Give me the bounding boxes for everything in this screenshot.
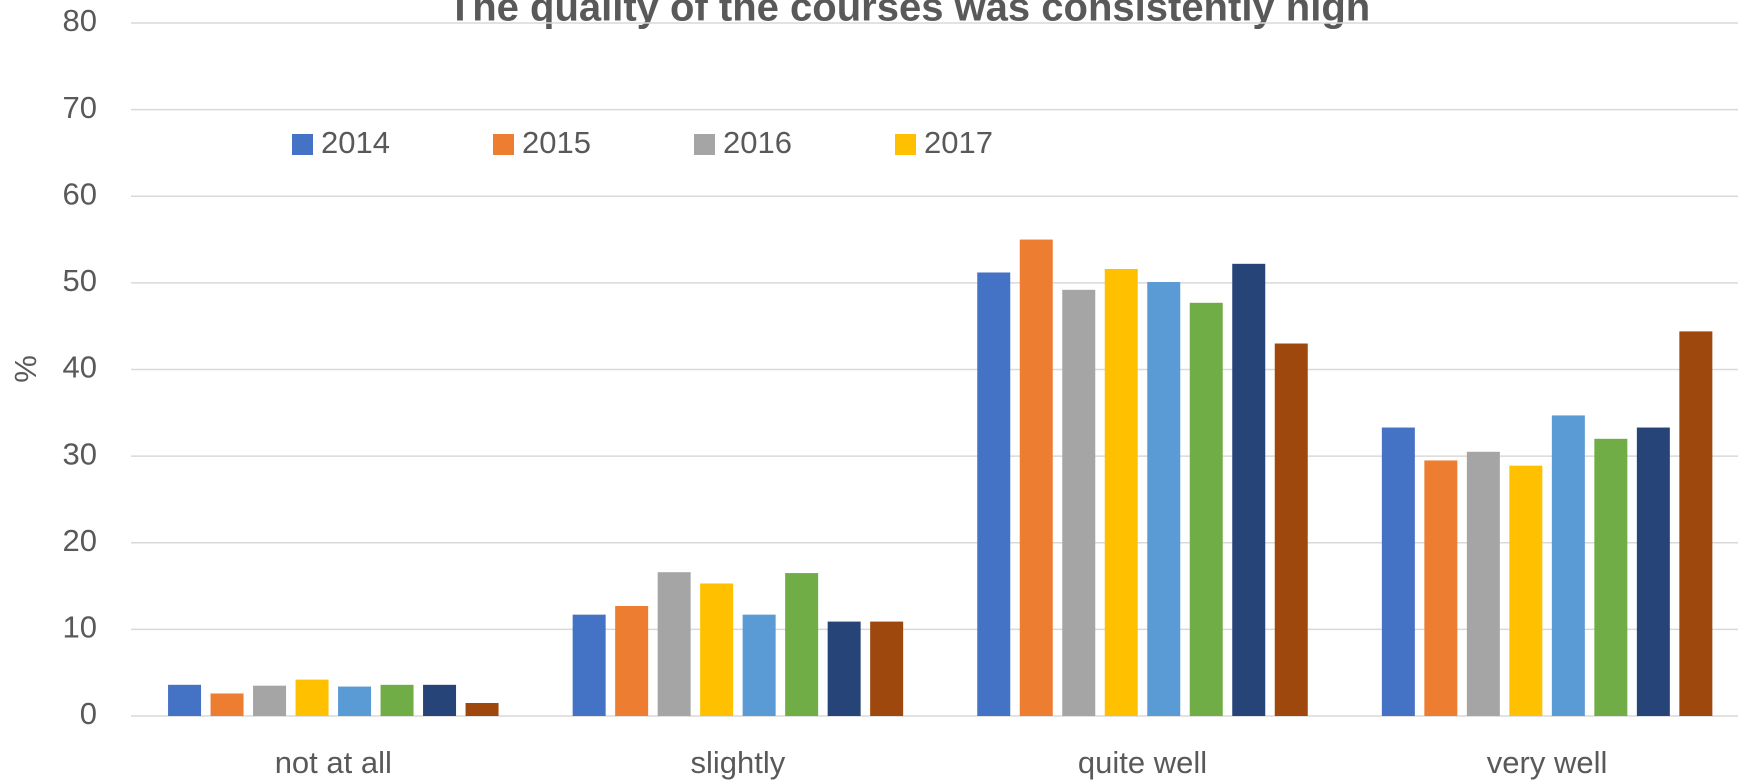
y-tick-label: 80 (63, 3, 97, 38)
y-tick-label: 50 (63, 263, 97, 298)
bar (1466, 451, 1500, 716)
bar (1062, 289, 1096, 716)
legend-swatch (895, 134, 916, 155)
x-tick-label: slightly (691, 745, 786, 780)
bar (700, 583, 734, 716)
bar (827, 621, 861, 716)
bar (615, 605, 649, 716)
bar (1019, 239, 1053, 716)
legend-label: 2014 (321, 125, 390, 160)
bar (253, 685, 287, 716)
x-tick-label: very well (1487, 745, 1608, 780)
y-tick-label: 40 (63, 350, 97, 385)
bar (785, 573, 819, 716)
bar (1189, 302, 1223, 716)
legend-label: 2017 (924, 125, 993, 160)
bar (742, 614, 776, 716)
x-tick-label: quite well (1078, 745, 1207, 780)
bar (1147, 282, 1181, 716)
bar (1679, 331, 1713, 716)
bar (1232, 263, 1266, 716)
bar (870, 621, 904, 716)
bar (1636, 427, 1670, 716)
bar (1594, 438, 1628, 716)
bar (1274, 343, 1308, 716)
bar (465, 703, 499, 716)
bar (1424, 460, 1458, 716)
bar (1509, 465, 1543, 716)
bar (1551, 415, 1585, 716)
bar (657, 572, 691, 716)
bar (295, 679, 329, 716)
legend-label: 2016 (723, 125, 792, 160)
y-tick-label: 70 (63, 90, 97, 125)
legend-label: 2015 (522, 125, 591, 160)
bar (423, 684, 457, 716)
bar (168, 684, 202, 716)
bar (380, 684, 414, 716)
y-tick-label: 0 (80, 696, 97, 731)
bar (572, 614, 606, 716)
bar (210, 693, 244, 716)
chart-title: The quality of the courses was consisten… (448, 0, 1370, 30)
bar (338, 686, 372, 716)
y-axis-label: % (8, 355, 43, 383)
legend-swatch (493, 134, 514, 155)
legend-swatch (292, 134, 313, 155)
legend-swatch (694, 134, 715, 155)
y-tick-label: 20 (63, 523, 97, 558)
bar (977, 272, 1011, 716)
x-tick-label: not at all (275, 745, 392, 780)
y-tick-label: 10 (63, 610, 97, 645)
y-tick-label: 60 (63, 176, 97, 211)
y-tick-label: 30 (63, 436, 97, 471)
bar (1104, 269, 1138, 716)
bar (1381, 427, 1415, 716)
